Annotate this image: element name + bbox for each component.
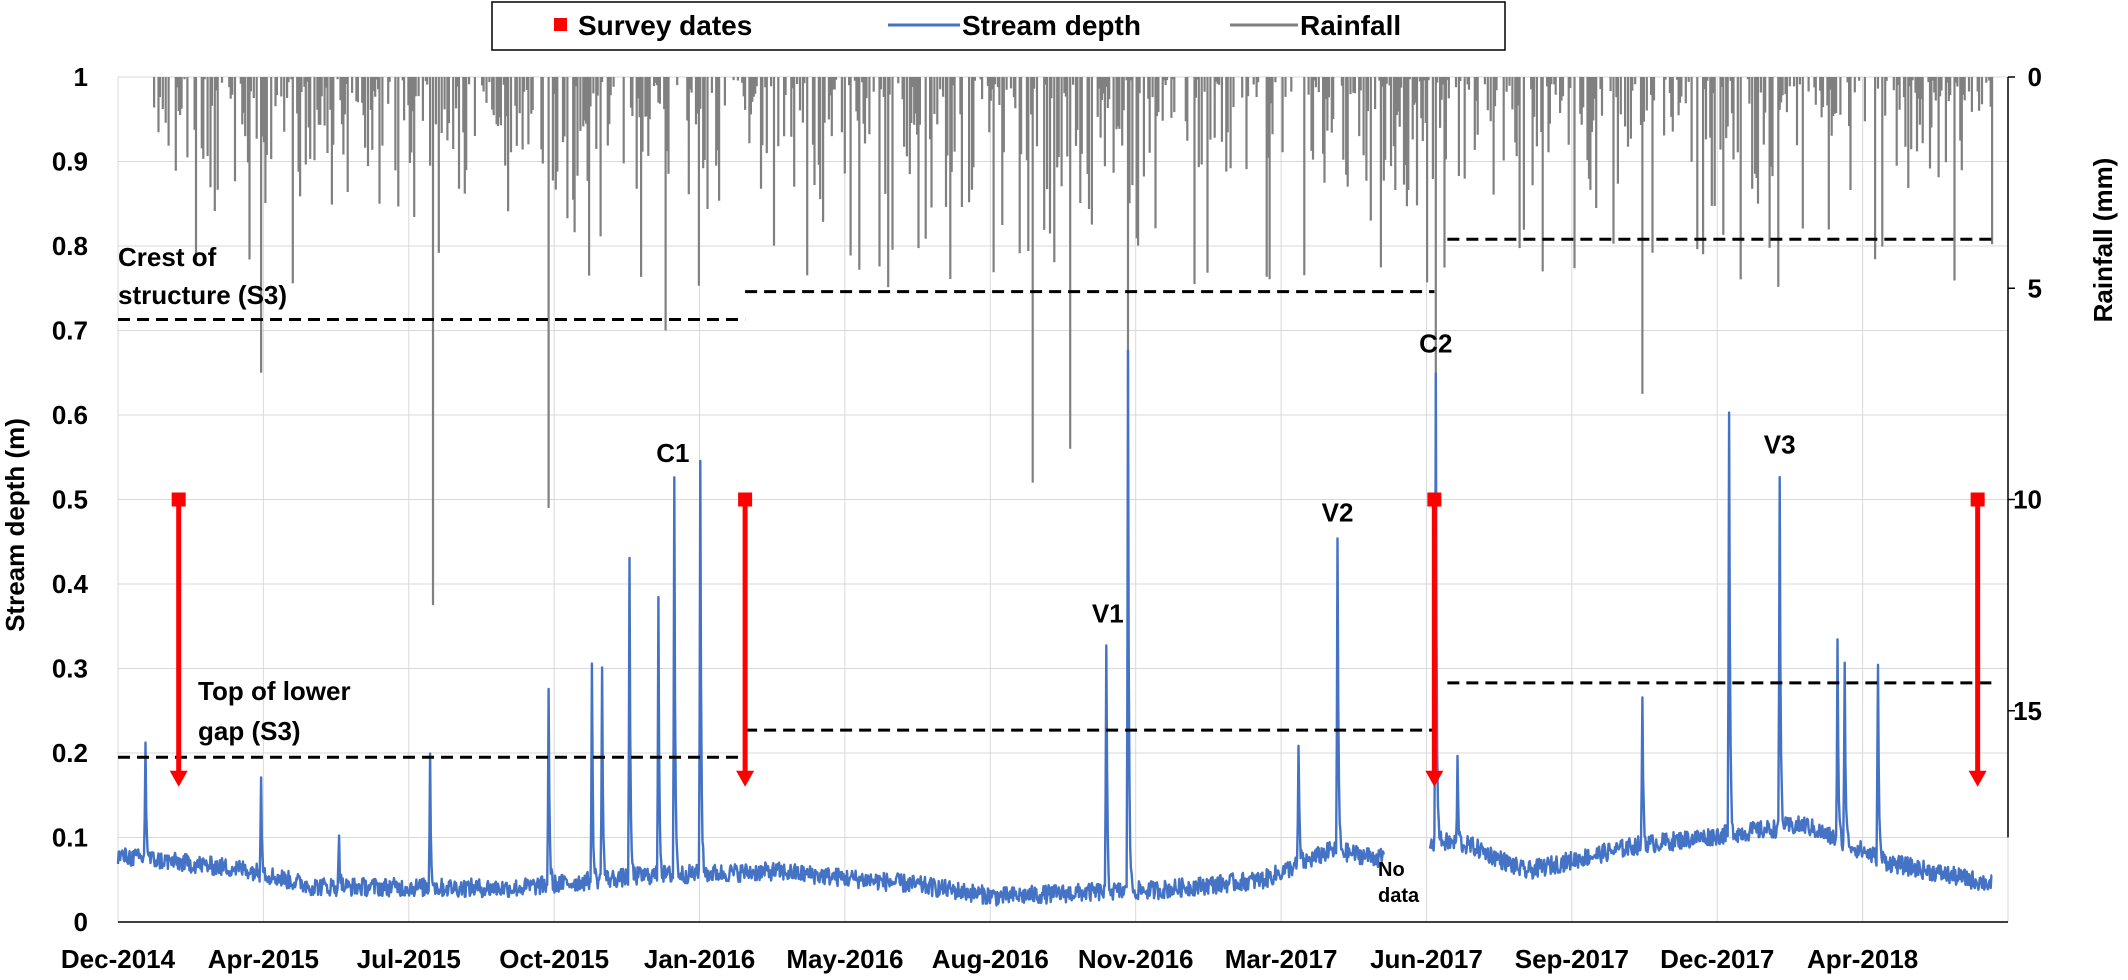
x-tick-label: May-2016 [786,944,903,974]
survey-date-marker [738,492,753,507]
survey-arrow-head [1425,770,1444,787]
legend-box [491,1,1506,51]
x-tick-label: Mar-2017 [1225,944,1338,974]
x-tick-label: Aug-2016 [932,944,1049,974]
survey-date-marker [1970,492,1985,507]
y-left-tick-label: 0.4 [52,569,89,599]
y-right-tick-label: 0 [2028,62,2042,92]
x-tick-label: Dec-2014 [61,944,176,974]
event-label: C2 [1419,328,1452,358]
y-left-tick-label: 0.9 [52,147,88,177]
x-tick-label: Apr-2015 [208,944,319,974]
survey-date-marker [171,492,186,507]
y-left-tick-label: 1 [74,62,88,92]
annotations: C1 V1 V2 C2 V3 [656,328,1795,628]
event-label: C1 [656,438,689,468]
legend-survey-label: Survey dates [578,10,752,41]
threshold-lines [118,237,1993,759]
event-label: V1 [1092,599,1124,629]
survey-arrow-head [1968,770,1987,787]
y-right-tick-label: 5 [2028,273,2042,303]
x-tick-label: Apr-2018 [1807,944,1918,974]
y-left-tick-label: 0.2 [52,738,88,768]
event-label: V2 [1322,497,1354,527]
y-axis-left-title: Stream depth (m) [0,418,30,632]
legend-survey-marker [554,18,567,31]
legend-rain-label: Rainfall [1300,10,1401,41]
x-tick-label: Sep-2017 [1515,944,1629,974]
x-tick-label: Nov-2016 [1078,944,1194,974]
x-tick-label: Jun-2017 [1370,944,1483,974]
y-left-tick-label: 0.1 [52,823,88,853]
y-left-tick-label: 0.5 [52,485,88,515]
legend-depth-label: Stream depth [962,10,1141,41]
y-right-tick-label: 10 [2013,485,2042,515]
survey-arrow-head [736,770,755,787]
gap-label-line1: Top of lower [198,676,351,706]
survey-markers [169,492,1987,787]
axes: 0 0.1 0.2 0.3 0.4 0.5 0.6 0.7 0.8 0.9 1 Dec-2014 Apr… [52,62,2042,974]
y-left-tick-label: 0.7 [52,316,88,346]
crest-label-line1: Crest of [118,242,217,272]
x-tick-label: Dec-2017 [1660,944,1774,974]
x-tick-label: Jan-2016 [644,944,755,974]
gap-label-line2: gap (S3) [198,716,301,746]
y-left-tick-label: 0 [74,907,88,937]
rainfall-series [153,77,1994,606]
rainfall-bars [153,77,1994,606]
y-left-tick-label: 0.8 [52,231,88,261]
event-label: V3 [1764,430,1796,460]
x-tick-label: Jul-2015 [357,944,461,974]
y-axis-right-title: Rainfall (mm) [2088,158,2118,323]
no-data-line2: data [1378,885,1420,907]
grid [117,76,2009,923]
y-left-tick-label: 0.6 [52,400,88,430]
crest-label-line2: structure (S3) [118,280,287,310]
no-data-line1: No [1378,859,1405,881]
legend: Survey dates Stream depth Rainfall [491,1,1506,51]
survey-date-marker [1427,492,1442,507]
survey-arrow-head [169,770,188,787]
y-left-tick-label: 0.3 [52,654,88,684]
x-tick-label: Oct-2015 [499,944,609,974]
stream-depth-series [116,349,1993,907]
y-right-tick-label: 15 [2013,696,2042,726]
